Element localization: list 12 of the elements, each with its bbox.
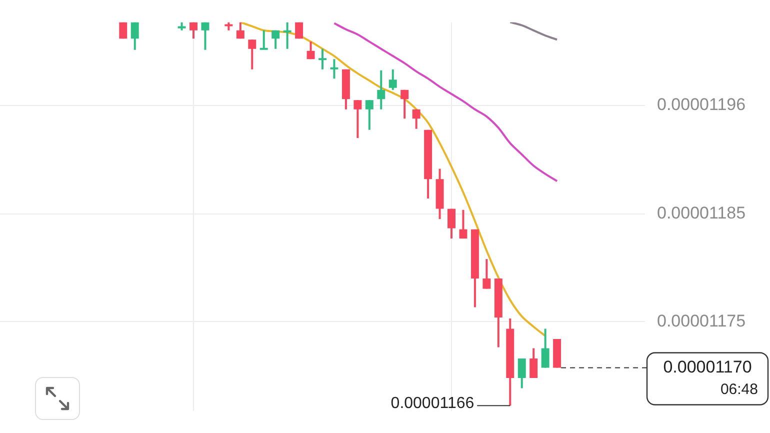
y-tick-label: 0.00001175 — [657, 311, 746, 330]
line-series — [333, 22, 558, 182]
line-series — [509, 22, 558, 41]
candlestick — [283, 22, 292, 49]
ref-line-label: 0.00001170 — [663, 357, 752, 376]
candlestick — [330, 59, 338, 79]
y-tick-label: 0.00001185 — [657, 204, 746, 223]
annotation: 0.00001166 — [390, 395, 474, 412]
y-tick-label: 0.00001196 — [657, 94, 746, 114]
candlestick — [318, 48, 326, 70]
text: 06:48 — [720, 380, 758, 398]
candlestick — [260, 30, 268, 50]
